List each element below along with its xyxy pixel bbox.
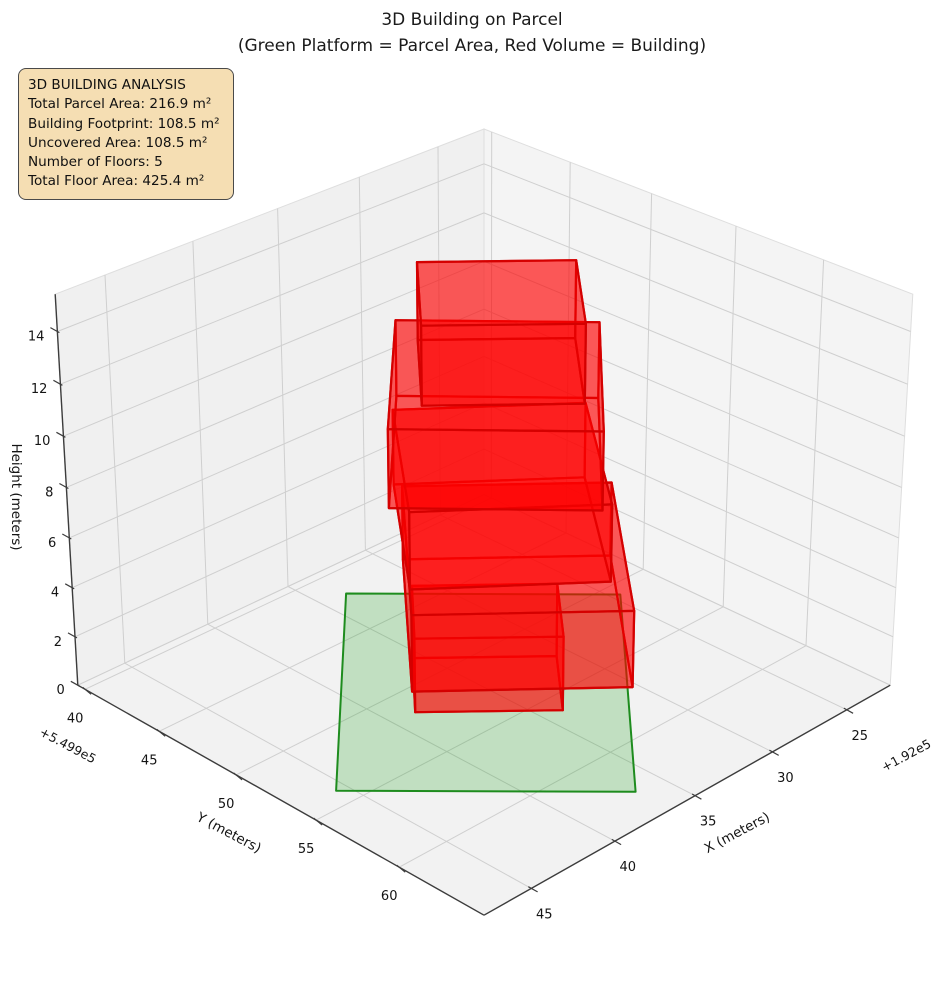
grid-line-z-right xyxy=(483,448,894,638)
grid-line-z-right xyxy=(483,163,911,332)
z-tick-label: 0 xyxy=(57,683,65,698)
grid-line-x-floor xyxy=(287,586,696,797)
x-axis-spine xyxy=(483,684,891,916)
y-tick-label: 40 xyxy=(67,711,84,726)
z-tick-label: 4 xyxy=(51,586,59,601)
grid-line-y-wall xyxy=(565,162,571,534)
building-floor-3-face xyxy=(408,503,614,591)
grid-line-z-right xyxy=(483,402,897,589)
x-tick-label: 30 xyxy=(777,771,794,786)
z-tick-mark xyxy=(62,533,72,540)
y-axis-offset-text: +5.499e5 xyxy=(37,724,99,766)
grid-line-z-right xyxy=(483,494,891,686)
grid-line-x-floor xyxy=(365,549,773,753)
z-tick-mark xyxy=(53,379,63,386)
grid-line-z-left xyxy=(77,494,485,686)
x-tick-mark xyxy=(843,707,854,714)
y-tick-label: 50 xyxy=(218,797,235,812)
z-tick-mark xyxy=(50,327,60,334)
annotation-line: Total Parcel Area: 216.9 m² xyxy=(28,96,212,113)
x-tick-mark xyxy=(769,749,779,756)
grid-line-y-floor xyxy=(315,606,724,821)
z-axis-spine xyxy=(54,294,79,686)
title-line-1: 3D Building on Parcel xyxy=(381,10,563,30)
building-floor-5-face xyxy=(420,322,588,407)
grid-line-z-left xyxy=(66,308,485,488)
annotation-line: Uncovered Area: 108.5 m² xyxy=(28,134,208,151)
grid-line-z-left xyxy=(63,260,485,437)
annotation-line: Number of Floors: 5 xyxy=(28,154,163,171)
grid-line-x-floor xyxy=(207,623,616,842)
y-tick-label: 45 xyxy=(141,753,158,768)
x-tick-mark xyxy=(691,793,702,800)
x-tick-mark xyxy=(611,838,622,846)
building-floor-5-face xyxy=(415,259,588,327)
z-tick-label: 8 xyxy=(45,485,53,500)
analysis-annotation-box: 3D BUILDING ANALYSIS Total Parcel Area: … xyxy=(18,68,234,200)
z-tick-label: 10 xyxy=(34,434,51,449)
y-tick-mark xyxy=(396,864,406,873)
grid-line-z-right xyxy=(483,355,899,539)
z-tick-mark xyxy=(70,680,81,687)
grid-line-x-wall xyxy=(358,177,366,551)
annotation-title: 3D BUILDING ANALYSIS xyxy=(28,77,186,93)
title-line-2: (Green Platform = Parcel Area, Red Volum… xyxy=(237,36,707,56)
x-tick-mark xyxy=(528,886,538,893)
z-tick-mark xyxy=(64,583,75,590)
grid-line-z-left xyxy=(71,402,485,589)
grid-line-y-wall xyxy=(642,193,653,570)
grid-line-z-right xyxy=(483,212,908,385)
grid-line-z-right xyxy=(483,260,905,437)
y-tick-mark xyxy=(156,728,166,737)
annotation-line: Building Footprint: 108.5 m² xyxy=(28,115,220,132)
figure-title: 3D Building on Parcel (Green Platform = … xyxy=(0,7,944,59)
grid-line-x-wall xyxy=(192,241,209,625)
grid-line-x-wall xyxy=(277,208,289,587)
grid-line-y-floor xyxy=(235,568,644,776)
x-tick-label: 25 xyxy=(852,729,869,744)
grid-line-y-wall xyxy=(722,226,737,607)
grid-line-y-floor xyxy=(158,532,567,732)
x-axis-offset-text: +1.92e5 xyxy=(879,736,934,775)
grid-line-z-left xyxy=(57,163,485,332)
building-floor-4-face xyxy=(386,428,605,512)
y-axis-title: Y (meters) xyxy=(193,809,264,857)
y-tick-label: 55 xyxy=(298,842,315,857)
y-tick-label: 60 xyxy=(381,889,398,904)
x-tick-label: 40 xyxy=(620,860,637,875)
grid-line-y-wall xyxy=(805,259,825,646)
y-tick-mark xyxy=(313,817,323,826)
grid-line-x-wall xyxy=(437,146,441,516)
x-tick-label: 45 xyxy=(536,907,553,922)
building-floor-1-face xyxy=(413,635,565,714)
grid-line-x-floor xyxy=(440,514,848,711)
grid-line-y-floor xyxy=(398,645,807,868)
z-tick-label: 6 xyxy=(48,536,56,551)
y-tick-mark xyxy=(233,772,243,781)
z-tick-label: 2 xyxy=(54,635,62,650)
y-tick-mark xyxy=(82,686,92,695)
grid-line-z-left xyxy=(60,212,485,385)
building-floor-2-face xyxy=(410,609,636,693)
z-tick-label: 12 xyxy=(31,382,48,397)
grid-line-x-floor xyxy=(124,662,532,889)
grid-line-y-floor xyxy=(84,497,492,690)
grid-line-z-left xyxy=(74,448,485,638)
z-tick-mark xyxy=(67,632,78,639)
z-tick-mark xyxy=(56,431,66,438)
z-axis-title: Height (meters) xyxy=(8,443,24,550)
annotation-line: Total Floor Area: 425.4 m² xyxy=(28,173,205,190)
z-tick-mark xyxy=(59,482,69,490)
x-tick-label: 35 xyxy=(700,815,717,830)
y-axis-spine xyxy=(77,684,485,916)
grid-line-z-left xyxy=(69,355,485,539)
grid-line-x-wall xyxy=(104,274,126,664)
z-tick-label: 14 xyxy=(28,330,45,345)
